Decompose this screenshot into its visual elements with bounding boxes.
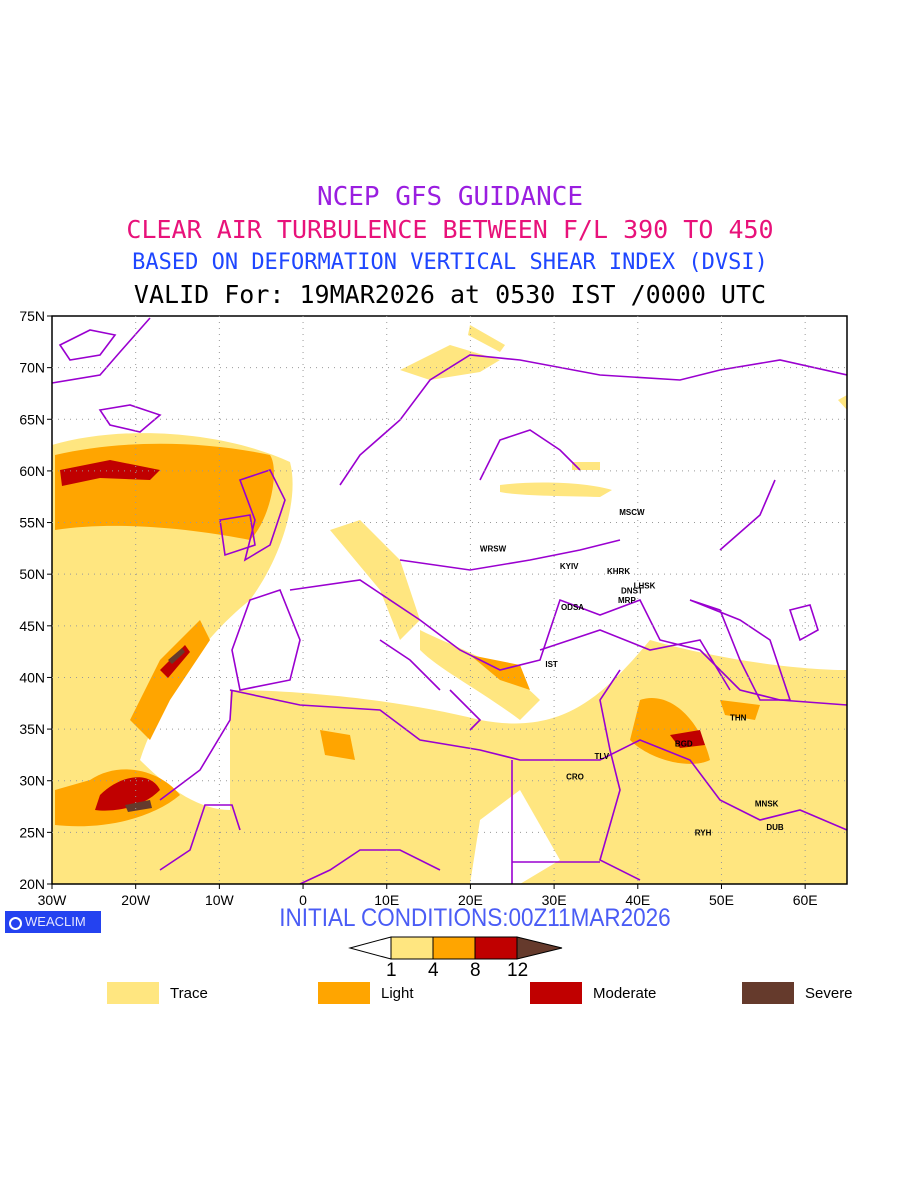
legend-label-light: Light — [381, 985, 414, 1002]
city-label: THN — [730, 714, 747, 723]
copyright-icon — [9, 917, 22, 930]
city-label: KHRK — [607, 567, 630, 576]
title-line-1: NCEP GFS GUIDANCE — [316, 182, 584, 212]
colorbar-segment-moderate — [474, 936, 518, 960]
lat-tick-label: 60N — [19, 463, 45, 479]
lon-tick-label: 50E — [709, 892, 734, 908]
lon-tick-label: 30W — [38, 892, 68, 908]
lat-tick-label: 25N — [19, 824, 45, 840]
lat-tick-label: 30N — [19, 773, 45, 789]
lat-tick-label: 20N — [19, 876, 45, 892]
lon-tick-label: 10W — [205, 892, 235, 908]
brand-label: WEACLIM — [25, 914, 86, 929]
lon-tick-label: 0 — [299, 892, 307, 908]
legend-label-trace: Trace — [170, 985, 208, 1002]
lat-tick-label: 50N — [19, 566, 45, 582]
lat-tick-label: 70N — [19, 360, 45, 376]
city-label: MSCW — [619, 508, 645, 517]
lat-tick-label: 40N — [19, 669, 45, 685]
lat-tick-label: 35N — [19, 721, 45, 737]
colorbar — [348, 936, 563, 960]
turbulence-areas — [52, 325, 847, 884]
coastlines-and-borders — [52, 317, 847, 884]
colorbar-label: 4 — [428, 960, 439, 981]
lon-tick-label: 40E — [625, 892, 650, 908]
city-label: TLV — [595, 752, 610, 761]
colorbar-low-triangle — [348, 936, 392, 960]
lon-tick-label: 10E — [374, 892, 399, 908]
city-label: MNSK — [755, 799, 779, 808]
title-line-2: CLEAR AIR TURBULENCE BETWEEN F/L 390 TO … — [126, 215, 774, 244]
city-label: IST — [545, 660, 558, 669]
colorbar-segment-trace — [390, 936, 434, 960]
city-label: ODSA — [561, 603, 584, 612]
legend-swatch-light — [318, 982, 370, 1004]
lat-tick-label: 45N — [19, 618, 45, 634]
lon-tick-label: 60E — [793, 892, 818, 908]
lat-tick-label: 55N — [19, 515, 45, 531]
gridlines — [52, 316, 847, 884]
initial-conditions: INITIAL CONDITIONS:00Z11MAR2026 — [279, 904, 671, 932]
weaclim-logo: WEACLIM — [5, 911, 101, 933]
colorbar-high-triangle — [516, 936, 563, 960]
lat-tick-label: 75N — [19, 308, 45, 324]
lat-tick-label: 65N — [19, 411, 45, 427]
legend-label-moderate: Moderate — [593, 985, 657, 1002]
colorbar-label: 1 — [386, 960, 397, 981]
valid-time: VALID For: 19MAR2026 at 0530 IST /0000 U… — [133, 280, 767, 309]
city-label: DUB — [766, 823, 784, 832]
city-label: KYIV — [560, 562, 579, 571]
legend-swatch-trace — [107, 982, 159, 1004]
plot-frame — [51, 315, 848, 885]
city-label: WRSW — [480, 544, 507, 553]
lon-tick-label: 30E — [542, 892, 567, 908]
title-line-3: BASED ON DEFORMATION VERTICAL SHEAR INDE… — [132, 250, 768, 275]
legend-label-severe: Severe — [805, 985, 853, 1002]
axis-ticks: 30W 20W 10W 0 10E 20E 30E 40E 50E 60E 75N 70N 65N 60N… — [19, 308, 817, 908]
city-label: DNST — [621, 587, 643, 596]
colorbar-segment-light — [432, 936, 476, 960]
city-label: CRO — [566, 773, 584, 782]
colorbar-label: 12 — [507, 960, 529, 981]
city-label: BGD — [675, 740, 693, 749]
legend-swatch-severe — [742, 982, 794, 1004]
legend-swatch-moderate — [530, 982, 582, 1004]
city-label: RYH — [695, 828, 712, 837]
city-label: LHSK — [634, 582, 656, 591]
lon-tick-label: 20E — [458, 892, 483, 908]
colorbar-label: 8 — [470, 960, 481, 981]
city-label: MRP — [618, 596, 636, 605]
lon-tick-label: 20W — [121, 892, 151, 908]
